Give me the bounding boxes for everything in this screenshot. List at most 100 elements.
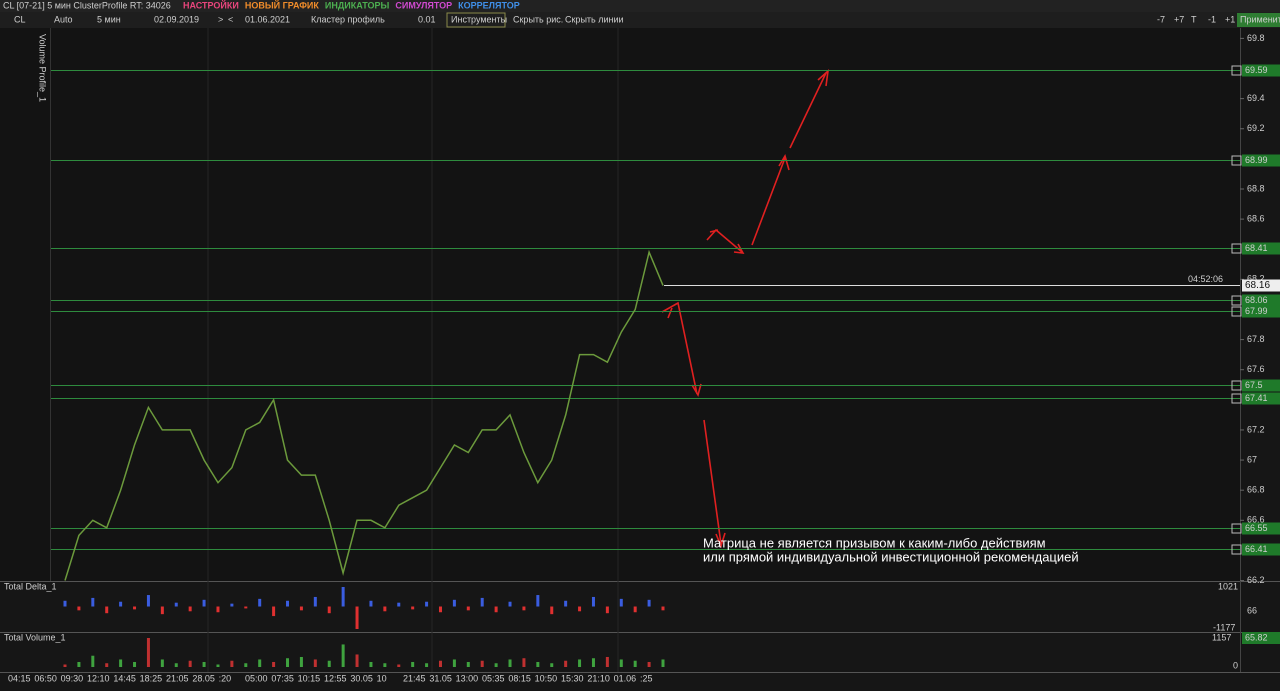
menu-item[interactable]: ИНДИКАТОРЫ [325,0,390,10]
toolbar-control[interactable]: 01.06.2021 [245,14,290,24]
volume-bar [369,661,373,667]
menu-item[interactable]: НОВЫЙ ГРАФИК [245,0,320,10]
menu-item[interactable]: СИМУЛЯТОР [395,0,452,10]
volume-bar [494,663,498,667]
toolbar-control[interactable]: 02.09.2019 [154,14,199,24]
toolbar-button[interactable]: -1 [1208,14,1216,24]
volume-bar [272,661,276,667]
level-label: 67.99 [1245,306,1268,316]
level-close[interactable] [1231,306,1242,317]
y-tick-label: 67.2 [1247,424,1265,434]
x-tick-label: :20 [219,673,232,683]
toolbar-button[interactable]: +1 [1225,14,1235,24]
level-label-bg [1242,522,1280,535]
volume-bar [480,660,484,667]
toolbar-button[interactable]: +7 [1174,14,1184,24]
x-tick-label: 04:15 [8,673,31,683]
x-tick-label: 10:15 [298,673,321,683]
level-close[interactable] [1231,393,1242,404]
volume-bar [438,660,442,667]
toolbar-control[interactable]: Скрыть рис. [513,14,563,24]
level-close[interactable] [1231,243,1242,254]
delta-bar [480,597,484,607]
toolbar-button[interactable]: -7 [1157,14,1165,24]
delta-bar [119,601,123,607]
toolbar [0,12,1280,28]
delta-bar [244,606,248,609]
delta-bar [313,596,317,607]
button-frame [446,12,506,28]
volume-bar [313,659,317,667]
delta-bar [230,603,234,607]
y-tick-label: 69.4 [1247,93,1265,103]
axis-label: -1177 [1213,622,1235,632]
current-price-label: 68.16 [1245,280,1270,291]
menu-item[interactable]: НАСТРОЙКИ [183,0,239,10]
current-label-bg [1242,279,1280,292]
volume-bar [425,663,429,667]
toolbar-control[interactable]: CL [14,14,26,24]
delta-bar [341,587,345,607]
level-close[interactable] [1231,544,1242,555]
level-label: 69.59 [1245,65,1268,75]
y-tick-label: 67.6 [1247,364,1265,374]
y-tick-label: 66.6 [1247,515,1265,525]
level-label-bg [1242,64,1280,77]
plot-area [0,28,1240,581]
volume-bar [355,654,359,667]
delta-bar [160,606,164,615]
delta-bar [202,599,206,607]
level-close[interactable] [1231,65,1242,76]
level-label-bg [1242,154,1280,167]
x-tick-label: 18:25 [140,673,163,683]
toolbar-control[interactable]: 5 мин [97,14,121,24]
x-tick-label: 31.05 [429,673,452,683]
delta-bar [411,606,415,610]
level-close[interactable] [1231,155,1242,166]
toolbar-control[interactable]: Инструменты [451,14,507,24]
x-tick-label: 06:50 [34,673,57,683]
volume-bar [578,659,582,667]
toolbar-control[interactable]: < [228,14,233,24]
delta-bar [272,606,276,617]
toolbar-control[interactable]: 0.01 [418,14,436,24]
volume-bar [119,659,123,667]
x-tick-label: 13:00 [456,673,479,683]
volume-bar [174,663,178,667]
level-label: 66.55 [1245,523,1268,533]
toolbar-control[interactable]: Auto [54,14,73,24]
volume-bar [383,663,387,667]
delta-bar [647,599,651,607]
toolbar-control[interactable]: Кластер профиль [311,14,385,24]
level-label: 68.41 [1245,243,1268,253]
x-tick-label: :25 [640,673,653,683]
level-label-bg [1242,379,1280,392]
volume-bar [647,661,651,667]
disclaimer: или прямой индивидуальной инвестиционной… [703,549,1079,564]
volume-bar [661,659,665,667]
level-close[interactable] [1231,295,1242,306]
delta-bar [105,606,109,614]
delta-bar [355,606,359,629]
delta-bar [438,606,442,613]
y-tick-label: 68.6 [1247,213,1265,223]
toolbar-button[interactable]: T [1191,14,1197,24]
volume-bar [63,664,67,667]
delta-bar [619,598,623,607]
level-close[interactable] [1231,380,1242,391]
delta-bar [258,598,262,607]
y-tick-label: 69.8 [1247,33,1265,43]
volume-bar [105,663,109,667]
toolbar-control[interactable]: > [218,14,223,24]
delta-bar [508,601,512,607]
volume-bar [77,661,81,667]
toolbar-control[interactable]: Скрыть линии [565,14,624,24]
menu-item[interactable]: КОРРЕЛЯТОР [458,0,520,10]
apply-button[interactable]: Применить [1240,14,1280,24]
volume-bar [605,656,609,667]
volume-bar [258,659,262,667]
level-close[interactable] [1231,523,1242,534]
volume-bar [397,664,401,667]
x-tick-label: 12:55 [324,673,347,683]
